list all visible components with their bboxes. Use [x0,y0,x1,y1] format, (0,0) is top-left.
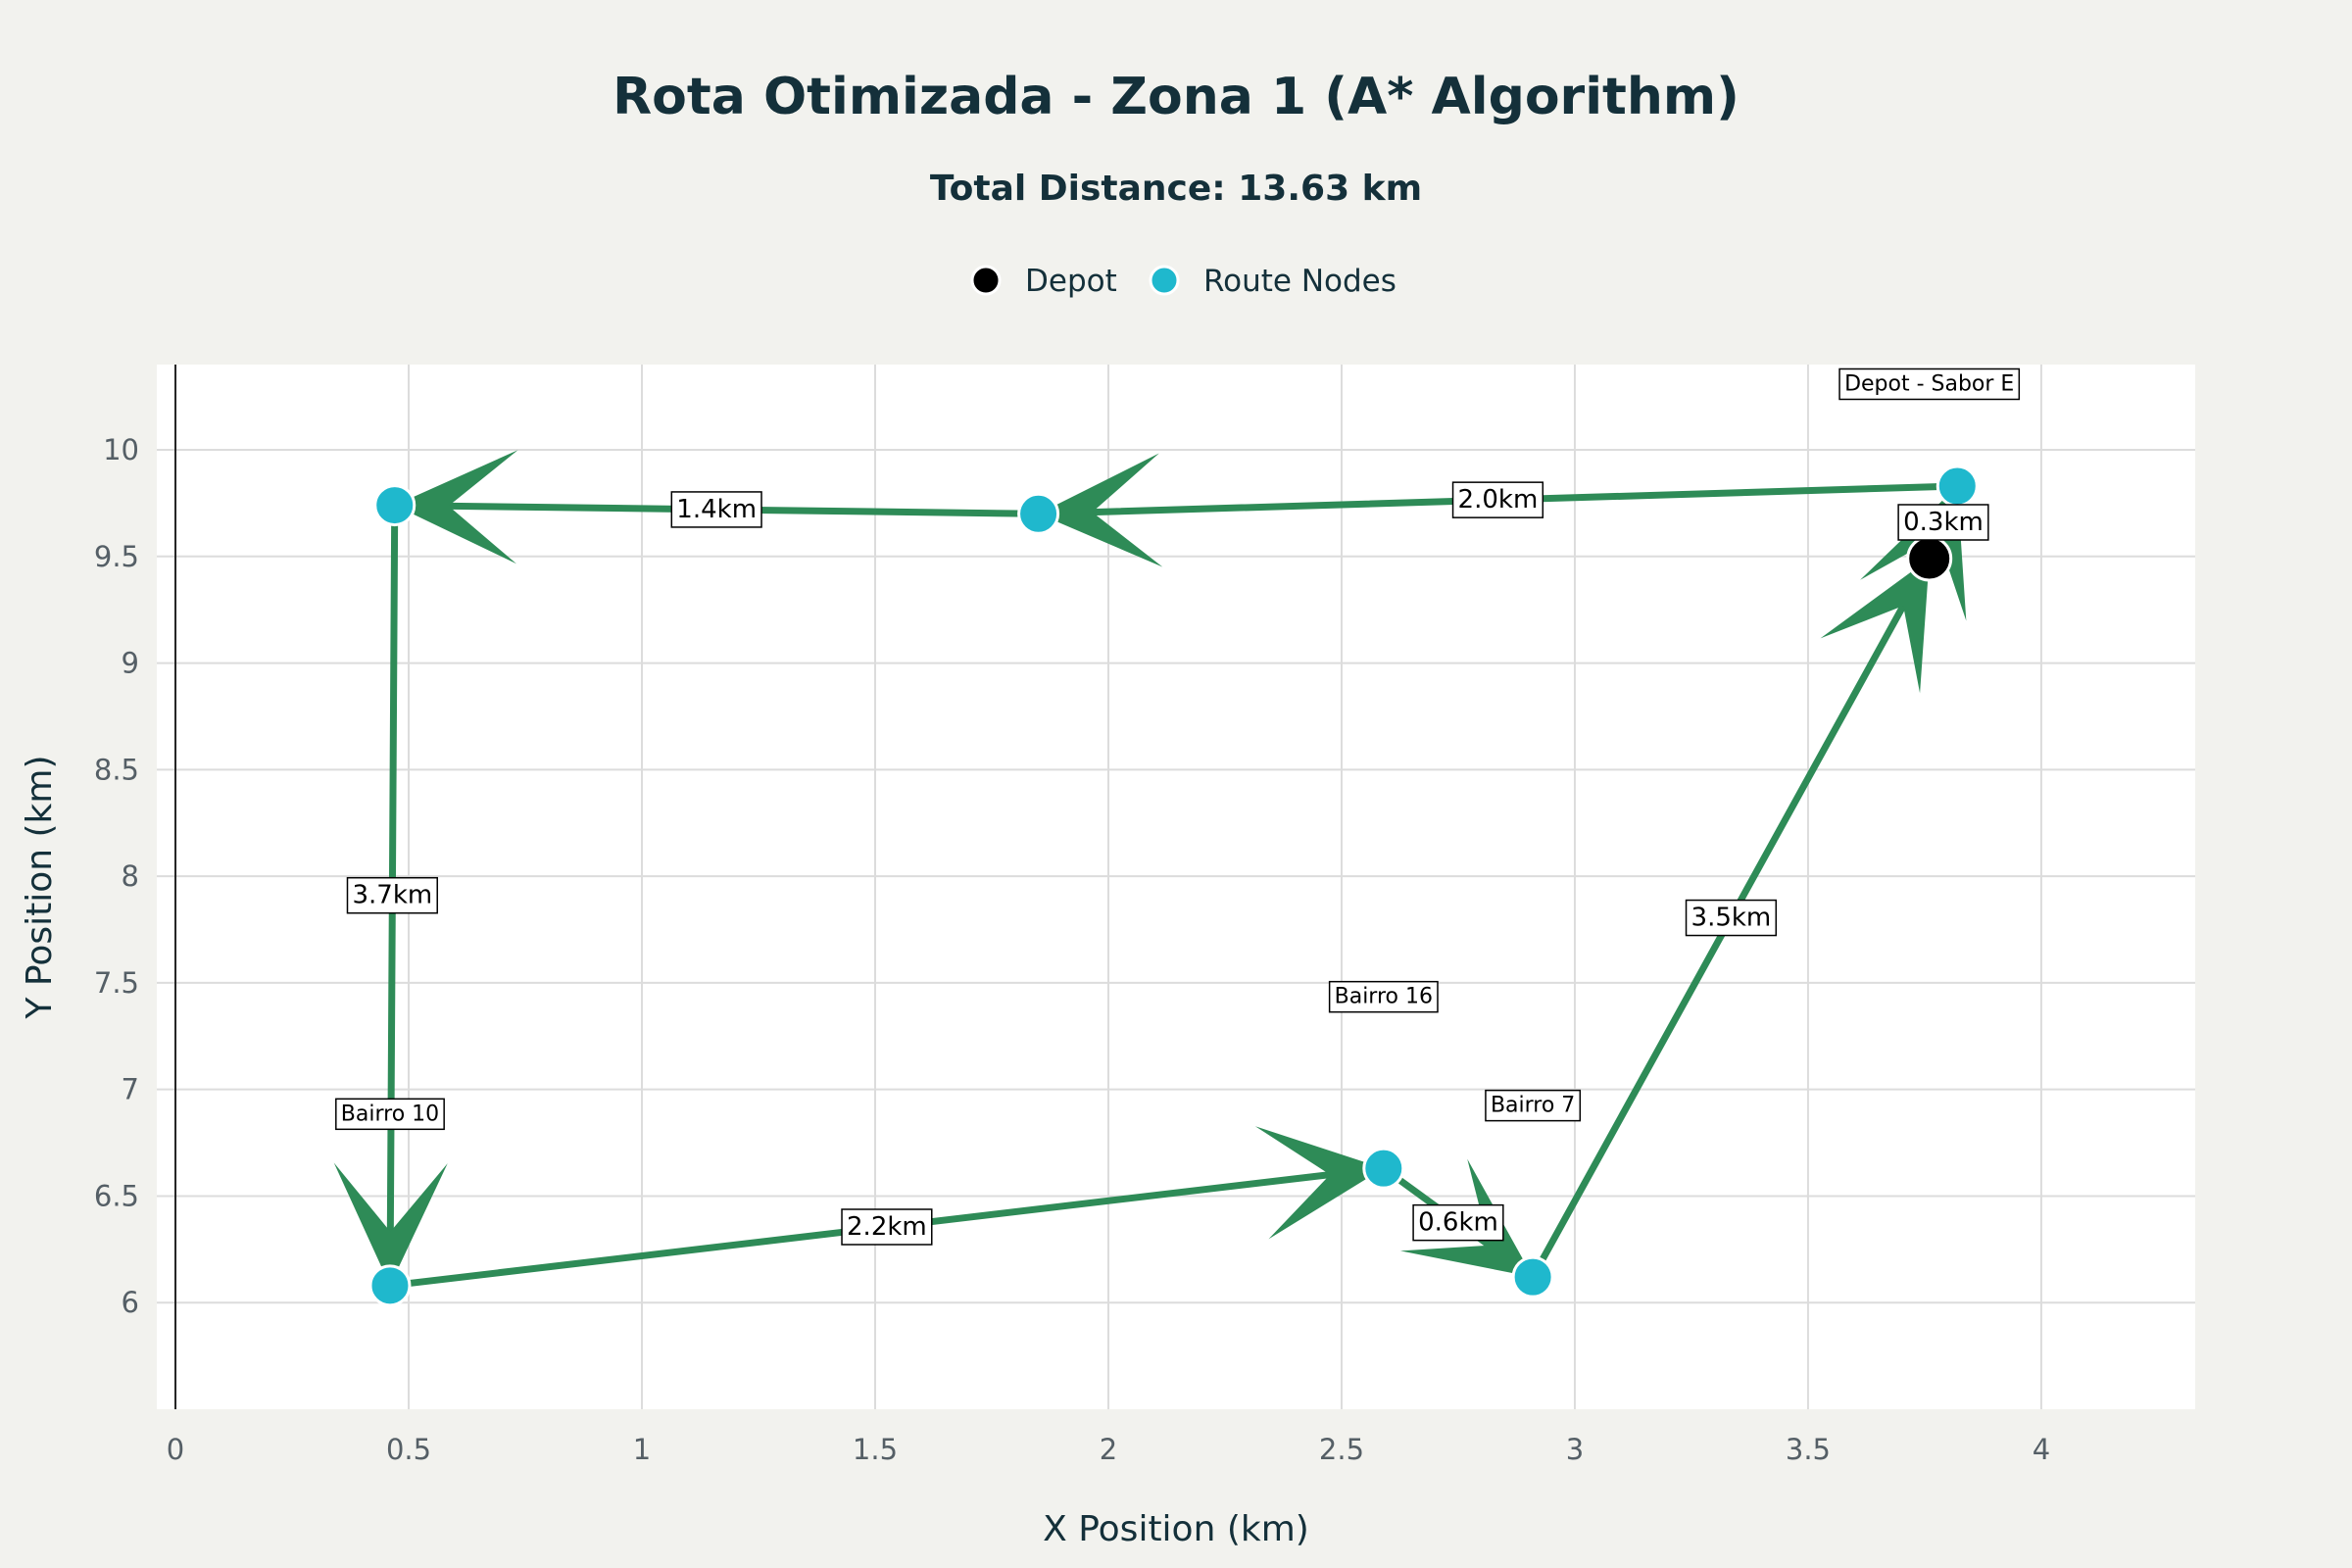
legend: Depot Route Nodes [970,264,1396,299]
y-tick-label: 7.5 [94,966,139,1000]
route-node-name-label: Bairro 16 [1328,980,1439,1013]
plot-area [157,365,2195,1409]
y-tick-label: 8 [122,859,139,893]
route-node-marker[interactable] [1362,1147,1405,1190]
x-axis-title: X Position (km) [1043,1509,1309,1549]
svg-text:Depot - Sabor E: Depot - Sabor E [1844,371,2014,396]
route-arrowhead [1399,1158,1534,1278]
svg-text:Bairro 10: Bairro 10 [341,1102,439,1126]
route-node-marker[interactable] [1936,465,1979,508]
y-tick-label: 6.5 [94,1179,139,1212]
route-node-marker[interactable] [373,484,416,527]
x-tick-label: 1.5 [853,1433,898,1466]
svg-text:3.5km: 3.5km [1691,904,1772,933]
y-tick-label: 6 [122,1286,139,1319]
axes: 0 0.5 1 1.5 2 2.5 3 3.5 4 6 6.5 7 7.5 8 8.5 9 9.5 10 [94,365,2050,1466]
svg-text:3.7km: 3.7km [352,881,432,910]
depot-name-label: Depot - Sabor E [1838,368,2021,401]
legend-item-route-nodes[interactable]: Route Nodes [1149,264,1396,299]
segment-distance-label: 3.7km [346,876,438,914]
labels: 0.3km 2.0km 1.4km 3.7km 2.2km 0.6km 3.5km Depot… [335,368,2021,1246]
y-tick-label: 9.5 [94,540,139,573]
segment-distance-label: 3.5km [1685,899,1778,937]
legend-depot-label: Depot [1025,264,1117,299]
legend-route-nodes-marker [1149,265,1180,296]
route-node-name-label: Bairro 10 [335,1098,445,1131]
route-arrowhead [1254,1126,1384,1240]
route-node-marker[interactable] [368,1264,412,1307]
svg-text:1.4km: 1.4km [676,495,757,524]
y-tick-label: 8.5 [94,753,139,786]
chart-title: Rota Otimizada - Zona 1 (A* Algorithm) [612,68,1740,126]
y-tick-label: 7 [122,1073,139,1106]
svg-text:0.6km: 0.6km [1418,1208,1498,1238]
legend-route-nodes-label: Route Nodes [1203,264,1396,299]
legend-item-depot[interactable]: Depot [970,264,1117,299]
svg-text:Bairro 16: Bairro 16 [1335,985,1433,1009]
route-arrowhead [1820,558,1930,694]
route-node-marker[interactable] [1511,1255,1554,1298]
legend-depot-marker [970,265,1002,296]
route-arrowhead [1038,453,1163,567]
route-arrowhead [394,450,518,564]
depot-marker[interactable] [1906,535,1953,582]
segment-distance-label: 0.6km [1412,1203,1504,1242]
segment-distance-label: 0.3km [1897,504,1989,541]
svg-text:Bairro 7: Bairro 7 [1491,1094,1575,1118]
y-tick-label: 9 [122,647,139,680]
route-arrowhead [333,1162,448,1286]
x-tick-label: 2 [1100,1433,1117,1466]
y-axis-title: Y Position (km) [20,755,60,1019]
y-tick-label: 10 [103,433,139,466]
x-tick-label: 4 [2033,1433,2050,1466]
x-tick-label: 2.5 [1319,1433,1364,1466]
svg-text:2.2km: 2.2km [847,1212,927,1242]
route-node-marker[interactable] [1017,492,1060,535]
markers [368,465,1979,1307]
x-tick-label: 0.5 [386,1433,431,1466]
x-tick-label: 3.5 [1786,1433,1831,1466]
chart-subtitle: Total Distance: 13.63 km [930,169,1422,209]
segment-distance-label: 1.4km [670,491,762,528]
svg-text:0.3km: 0.3km [1903,508,1984,537]
route-node-name-label: Bairro 7 [1485,1089,1582,1122]
x-tick-label: 1 [633,1433,651,1466]
x-tick-label: 3 [1566,1433,1584,1466]
segment-distance-label: 2.0km [1451,481,1544,518]
x-tick-label: 0 [167,1433,184,1466]
svg-text:2.0km: 2.0km [1458,485,1539,514]
segment-distance-label: 2.2km [841,1208,933,1246]
